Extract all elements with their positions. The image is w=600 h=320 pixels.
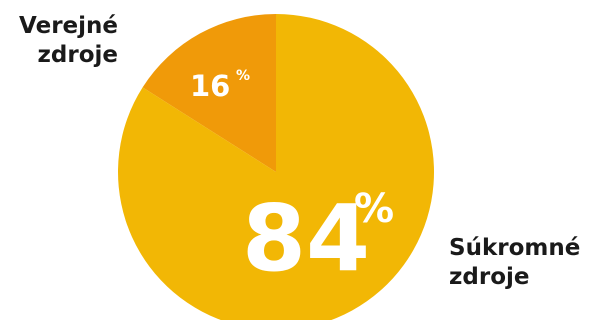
label-line: Verejné [19,13,118,39]
pie-slice-verejne-zdroje [142,14,276,172]
label-line: zdroje [37,42,118,68]
percent-sign-verejne-zdroje: % [236,68,250,84]
legend-label-verejne-zdroje: Verejné zdroje [6,12,118,70]
legend-label-sukromne-zdroje: Súkromné zdroje [449,234,580,292]
pie-slice-sukromne-zdroje [118,14,434,320]
value-label-sukromne-zdroje: 84 [242,185,370,292]
value-label-verejne-zdroje: 16 [190,69,230,103]
label-line: Súkromné [449,235,581,261]
label-line: zdroje [449,264,530,290]
percent-sign-sukromne-zdroje: % [354,186,394,232]
